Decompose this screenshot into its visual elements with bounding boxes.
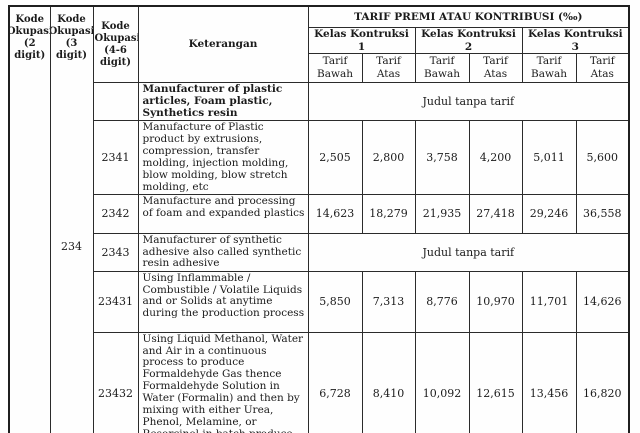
header-tarif-atas-k2: Tarif Atas — [468, 53, 523, 84]
kode-2digit-value — [10, 69, 49, 423]
kode-3digit-column-cell: Kode Okupasi (3 digit) 234 — [49, 5, 94, 433]
cell-tarif-value: 5,011 — [521, 120, 577, 195]
cell-tarif-value: 18,279 — [361, 193, 416, 234]
cell-tarif-value: 16,820 — [575, 331, 630, 433]
cell-tarif-value: 14,623 — [307, 193, 363, 234]
cell-tarif-value: 11,701 — [521, 270, 577, 333]
header-row-2: Kelas Kontruksi 1 Kelas Kontruksi 2 Kela… — [9, 26, 630, 55]
cell-tarif-value: 10,092 — [414, 331, 470, 433]
cell-kode-okupasi: 2343 — [92, 232, 139, 272]
header-keterangan: Keterangan — [137, 5, 309, 84]
cell-tarif-value: 8,410 — [361, 331, 416, 433]
table-row: 2342 Manufacture and processing of foam … — [9, 193, 630, 234]
header-kode-okupasi-2digit: Kode Okupasi (2 digit) — [9, 14, 49, 61]
header-tarif-atas-k3: Tarif Atas — [575, 53, 630, 84]
cell-keterangan: Manufacture and processing of foam and e… — [137, 193, 309, 234]
cell-tarif-value: 8,776 — [414, 270, 470, 333]
cell-keterangan: Using Liquid Methanol, Water and Air in … — [137, 331, 309, 433]
cell-kode-okupasi: 2341 — [92, 120, 139, 195]
header-tarif-bawah-k1: Tarif Bawah — [307, 53, 363, 84]
cell-tarif-value: 10,970 — [468, 270, 523, 333]
cell-keterangan: Manufacture of Plastic product by extrus… — [137, 120, 309, 195]
header-row-3: Tarif Bawah Tarif Atas Tarif Bawah Tarif… — [9, 53, 630, 84]
cell-tarif-value: 12,615 — [468, 331, 523, 433]
header-tarif-bawah-k2: Tarif Bawah — [414, 53, 470, 84]
cell-kode-okupasi: 23431 — [92, 270, 139, 333]
header-tarif-bawah-k3: Tarif Bawah — [521, 53, 577, 84]
cell-keterangan: Manufacturer of synthetic adhesive also … — [137, 232, 309, 272]
cell-tarif-value: 14,626 — [575, 270, 630, 333]
kode-3digit-value: 234 — [61, 239, 82, 253]
cell-tarif-value: 3,758 — [414, 120, 470, 195]
header-kode-okupasi-46digit: Kode Okupasi (4-6 digit) — [92, 5, 139, 84]
table-row: 2341 Manufacture of Plastic product by e… — [9, 120, 630, 195]
cell-tarif-value: 2,800 — [361, 120, 416, 195]
cell-keterangan: Using Inflammable / Combustible / Volati… — [137, 270, 309, 333]
header-kelas-kontruksi-2: Kelas Kontruksi 2 — [414, 26, 523, 55]
cell-keterangan: Manufacturer of plastic articles, Foam p… — [137, 82, 309, 122]
cell-tarif-value: 29,246 — [521, 193, 577, 234]
header-tarif-premi: TARIF PREMI ATAU KONTRIBUSI (‰) — [307, 5, 630, 28]
cell-kode-okupasi: 23432 — [92, 331, 139, 433]
cell-tarif-value: 2,505 — [307, 120, 363, 195]
header-tarif-atas-k1: Tarif Atas — [361, 53, 416, 84]
header-kelas-kontruksi-3: Kelas Kontruksi 3 — [521, 26, 630, 55]
table-row: 2343 Manufacturer of synthetic adhesive … — [9, 232, 630, 272]
cell-kode-okupasi — [92, 82, 139, 122]
tariff-table: Kode Okupasi (2 digit) Kode Okupasi (3 d… — [8, 5, 631, 433]
kode-2digit-column-cell: Kode Okupasi (2 digit) — [8, 5, 51, 433]
cell-tarif-value: 27,418 — [468, 193, 523, 234]
header-kelas-kontruksi-1: Kelas Kontruksi 1 — [307, 26, 416, 55]
header-kode-okupasi-3digit: Kode Okupasi (3 digit) — [50, 14, 93, 61]
cell-judul-tanpa-tarif: Judul tanpa tarif — [307, 82, 630, 122]
cell-tarif-value: 36,558 — [575, 193, 630, 234]
cell-tarif-value: 7,313 — [361, 270, 416, 333]
table-row: 23431 Using Inflammable / Combustible / … — [9, 270, 630, 333]
cell-tarif-value: 13,456 — [521, 331, 577, 433]
table-row: 23432 Using Liquid Methanol, Water and A… — [9, 331, 630, 433]
cell-tarif-value: 4,200 — [468, 120, 523, 195]
header-row-1: Kode Okupasi (2 digit) Kode Okupasi (3 d… — [8, 5, 630, 433]
cell-tarif-value: 5,600 — [575, 120, 630, 195]
table-row: Manufacturer of plastic articles, Foam p… — [9, 82, 630, 122]
cell-tarif-value: 5,850 — [307, 270, 363, 333]
cell-judul-tanpa-tarif: Judul tanpa tarif — [307, 232, 630, 272]
cell-kode-okupasi: 2342 — [92, 193, 139, 234]
cell-tarif-value: 6,728 — [307, 331, 363, 433]
cell-tarif-value: 21,935 — [414, 193, 470, 234]
